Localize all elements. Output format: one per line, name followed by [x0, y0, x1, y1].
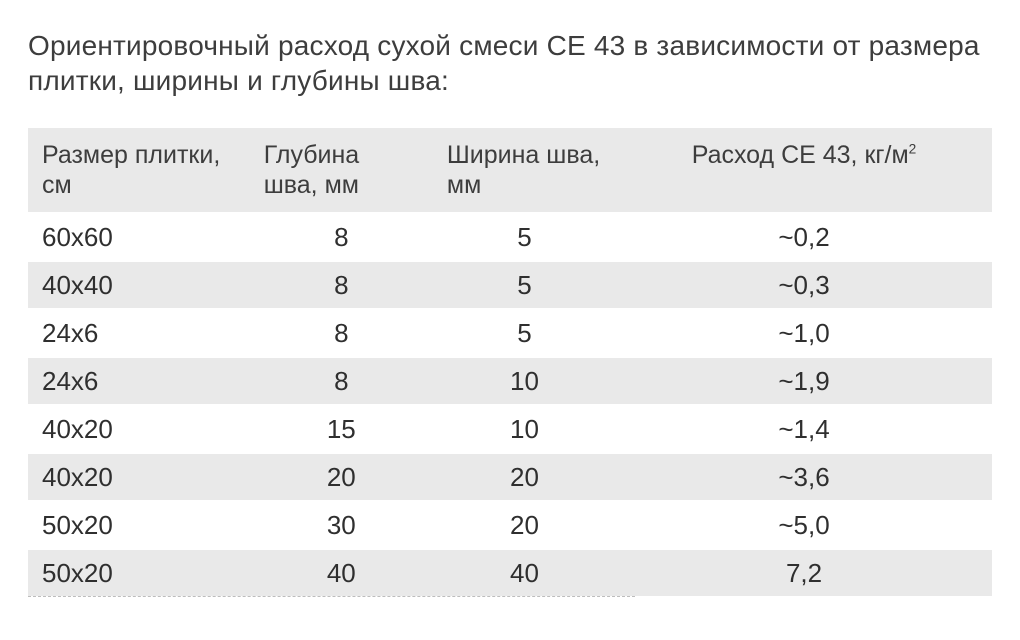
table-header: Размер плитки, см Глубина шва, мм Ширина… [28, 128, 992, 213]
table-cell: 30 [250, 501, 433, 549]
col-header-joint-width: Ширина шва, мм [433, 128, 616, 213]
table-cell: 10 [433, 405, 616, 453]
table-cell: 50x20 [28, 549, 250, 596]
table-cell: 15 [250, 405, 433, 453]
table-cell: 50x20 [28, 501, 250, 549]
table-title: Ориентировочный расход сухой смеси CE 43… [28, 28, 992, 98]
table-cell: ~1,0 [616, 309, 992, 357]
table-cell: 5 [433, 309, 616, 357]
table-row: 60x6085~0,2 [28, 213, 992, 261]
table-cell: 10 [433, 357, 616, 405]
table-row: 40x4085~0,3 [28, 261, 992, 309]
table-cell: 7,2 [616, 549, 992, 596]
table-cell: 5 [433, 213, 616, 261]
table-row: 24x6810~1,9 [28, 357, 992, 405]
table-cell: 40x20 [28, 453, 250, 501]
table-cell: 24x6 [28, 309, 250, 357]
table-cell: 40x20 [28, 405, 250, 453]
table-cell: ~3,6 [616, 453, 992, 501]
table-body: 60x6085~0,240x4085~0,324x685~1,024x6810~… [28, 213, 992, 596]
table-cell: 8 [250, 261, 433, 309]
col-header-consumption-label: Расход CE 43, кг/м2 [692, 141, 917, 169]
table-cell: 8 [250, 213, 433, 261]
table-row: 24x685~1,0 [28, 309, 992, 357]
table-cell: 8 [250, 357, 433, 405]
col-header-tile-size: Размер плитки, см [28, 128, 250, 213]
table-cell: 8 [250, 309, 433, 357]
table-cell: ~0,2 [616, 213, 992, 261]
table-cell: 20 [433, 453, 616, 501]
col-header-consumption: Расход CE 43, кг/м2 [616, 128, 992, 213]
dashed-separator [28, 596, 635, 597]
table-cell: 20 [433, 501, 616, 549]
page-root: Ориентировочный расход сухой смеси CE 43… [0, 0, 1020, 640]
table-cell: 40 [433, 549, 616, 596]
table-cell: 20 [250, 453, 433, 501]
table-cell: ~0,3 [616, 261, 992, 309]
consumption-table: Размер плитки, см Глубина шва, мм Ширина… [28, 128, 992, 596]
table-row: 50x203020~5,0 [28, 501, 992, 549]
table-cell: 40 [250, 549, 433, 596]
table-cell: 24x6 [28, 357, 250, 405]
table-cell: ~5,0 [616, 501, 992, 549]
table-cell: 60x60 [28, 213, 250, 261]
table-cell: ~1,9 [616, 357, 992, 405]
table-row: 40x201510~1,4 [28, 405, 992, 453]
table-row: 50x2040407,2 [28, 549, 992, 596]
col-header-joint-depth: Глубина шва, мм [250, 128, 433, 213]
table-row: 40x202020~3,6 [28, 453, 992, 501]
table-cell: 5 [433, 261, 616, 309]
table-cell: ~1,4 [616, 405, 992, 453]
table-cell: 40x40 [28, 261, 250, 309]
